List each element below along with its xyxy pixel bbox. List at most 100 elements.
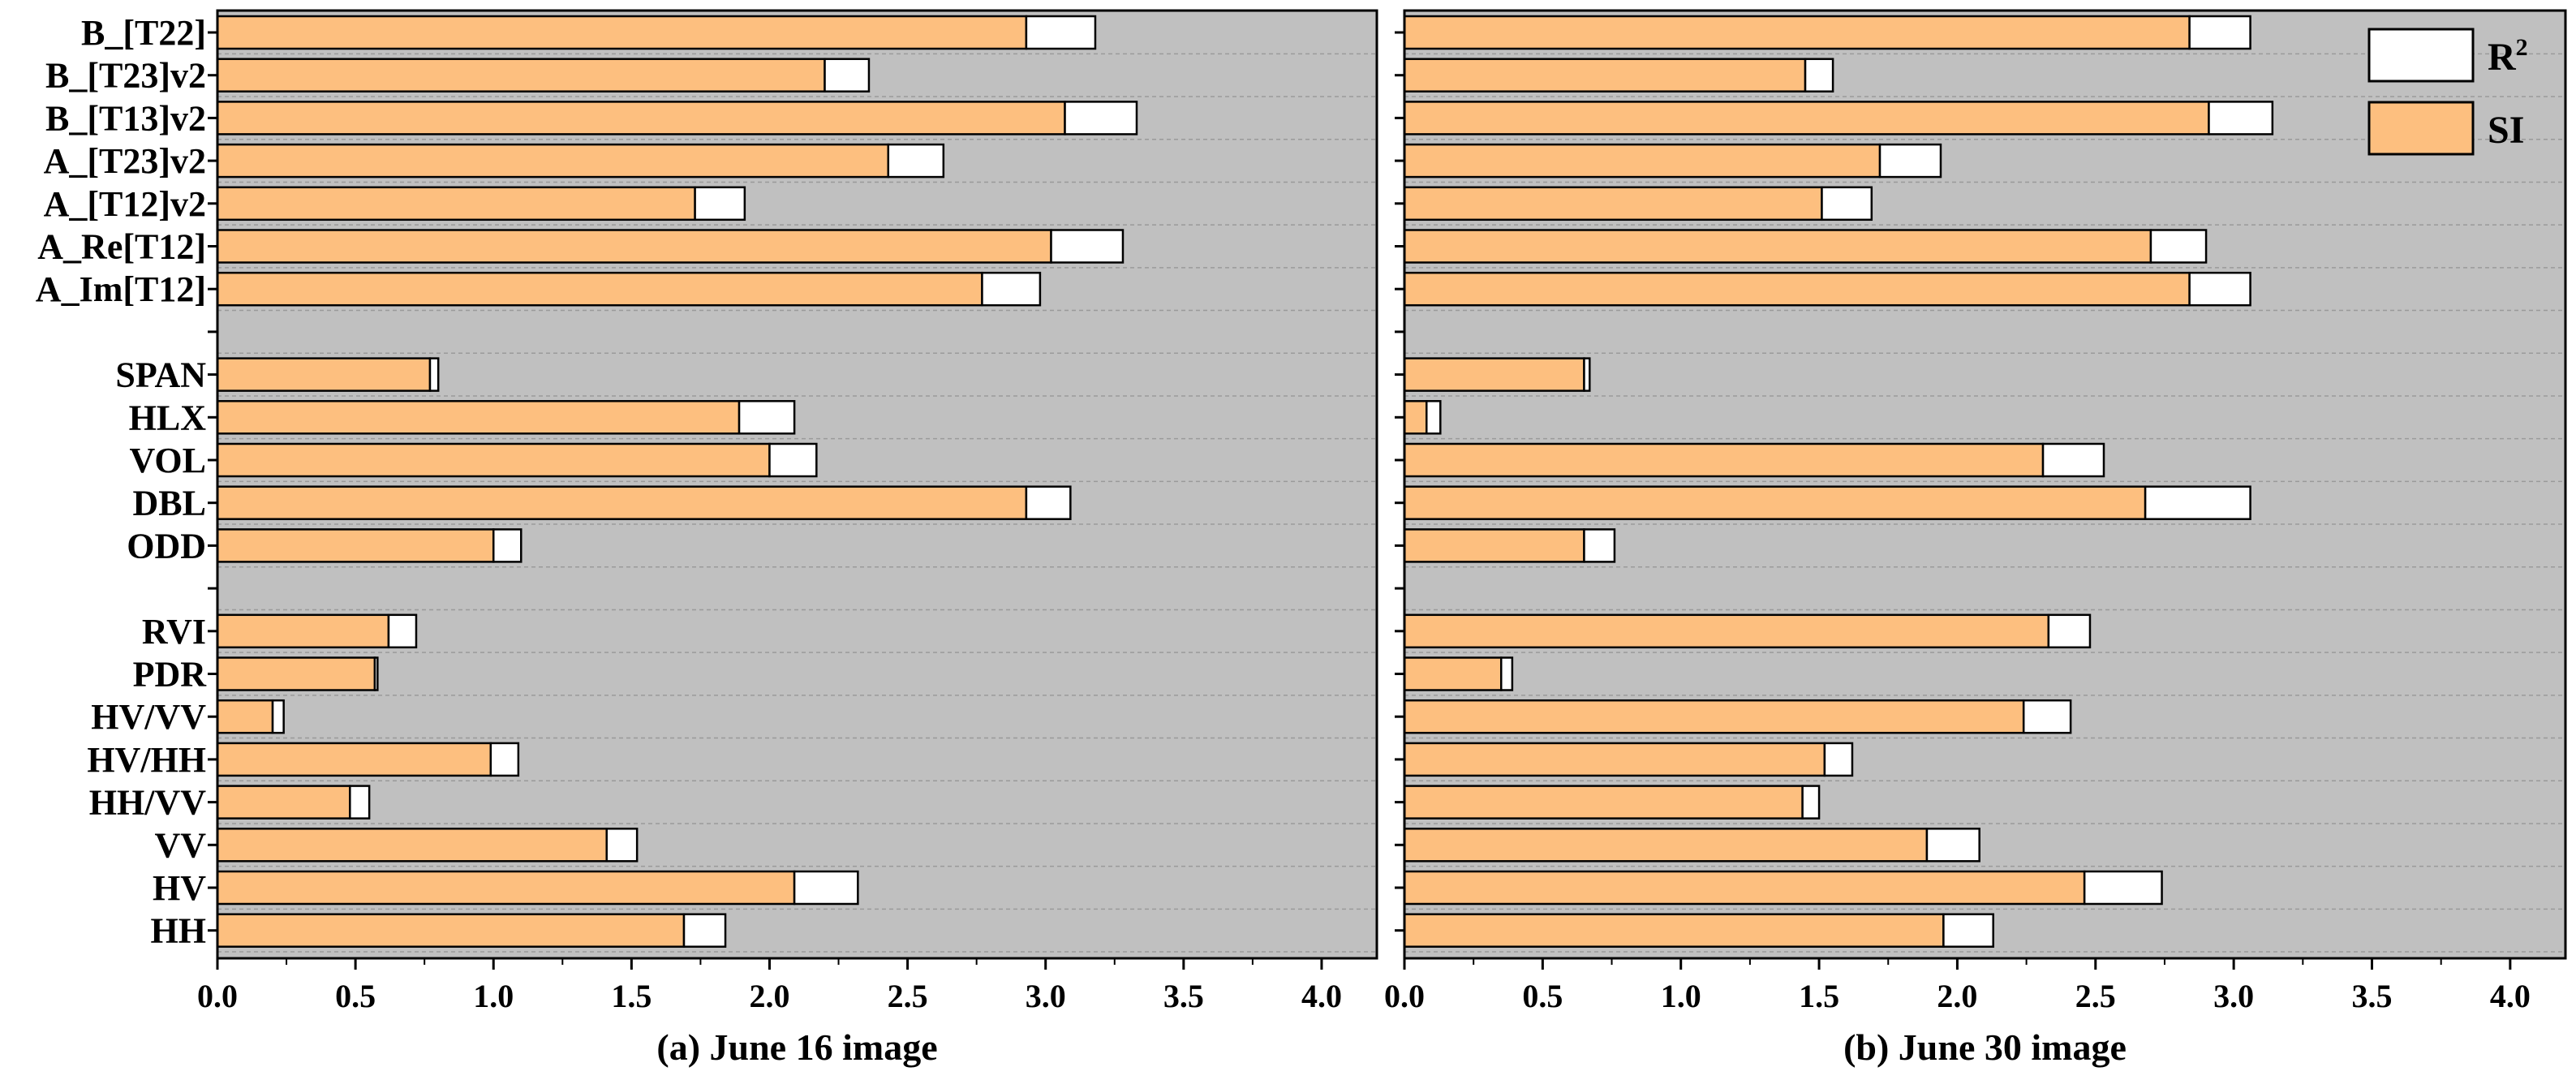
panel-a-bar-r2-hh (682, 913, 727, 948)
panel-b-bar-r2-b-t22 (2188, 15, 2251, 50)
panel-a-bar-si-vol (216, 442, 771, 478)
y-tick-label-b-t13-v2: B_[T13]v2 (45, 98, 206, 138)
panel-a-bar-r2-hlx (738, 400, 796, 435)
panel-b-bar-r2-rvi (2047, 613, 2092, 649)
panel-b-bar-si-span (1403, 357, 1585, 392)
panel-b-bar-si-hv-vv (1403, 699, 2025, 734)
panel-a-bar-si-a-re-t12 (216, 229, 1052, 264)
panel-a-bar-r2-hv (793, 870, 859, 906)
panel-b-bar-si-pdr (1403, 656, 1503, 691)
legend: R2 SI (2367, 28, 2528, 156)
y-tick-label-hv: HV (153, 868, 206, 908)
y-tick-label-rvi: RVI (142, 612, 206, 652)
panel-a-bar-si-hv-hh (216, 742, 492, 777)
panel-b-bar-si-rvi (1403, 613, 2050, 649)
panel-b-bar-si-a-re-t12 (1403, 229, 2152, 264)
panel-a-bar-si-span (216, 357, 432, 392)
panel-a-title: (a) June 16 image (656, 1026, 937, 1068)
panel-b-bar-r2-a-t12-v2 (1821, 186, 1873, 222)
panel-b-bar-r2-hv-hh (1823, 742, 1854, 777)
y-tick-label-hv-hh: HV/HH (87, 740, 206, 780)
panel-b-bar-r2-b-t13-v2 (2208, 101, 2274, 136)
panel-b-bar-r2-a-t23-v2 (1878, 143, 1942, 179)
y-tick-label-hv-vv: HV/VV (91, 697, 206, 737)
panel-a-bar-r2-b-t22 (1025, 15, 1097, 50)
legend-label-r2: R2 (2488, 34, 2528, 79)
panel-b-x-tick-label: 4.0 (2490, 978, 2531, 1014)
panel-a-x-tick-label: 3.0 (1026, 978, 1066, 1014)
panel-a-bar-si-pdr (216, 656, 376, 691)
y-tick-label-b-t23-v2: B_[T23]v2 (45, 56, 206, 96)
panel-a-bar-r2-hv-hh (489, 742, 520, 777)
panel-b-bar-si-a-im-t12 (1403, 271, 2191, 307)
panel-a: B_[T22]B_[T23]v2B_[T13]v2A_[T23]v2A_[T12… (36, 9, 1378, 1068)
panel-a-bar-si-rvi (216, 613, 390, 649)
panel-a-x-tick-label: 2.5 (888, 978, 928, 1014)
y-tick-label-a-t23-v2: A_[T23]v2 (44, 141, 206, 181)
panel-b-bar-si-b-t22 (1403, 15, 2191, 50)
panel-b-bar-si-hv-hh (1403, 742, 1826, 777)
panel-b-bar-r2-vol (2041, 442, 2105, 478)
panel-a-bar-si-dbl (216, 485, 1028, 520)
panel-b-bar-r2-hv-vv (2022, 699, 2072, 734)
panel-a-bar-si-hv-vv (216, 699, 274, 734)
panel-b-title: (b) June 30 image (1843, 1026, 2127, 1068)
y-tick-label-hh-vv: HH/VV (89, 783, 206, 823)
panel-a-bar-si-hh (216, 913, 686, 948)
panel-b-bar-r2-dbl (2144, 485, 2251, 520)
y-tick-label-pdr: PDR (133, 655, 208, 695)
panel-a-x-tick-label: 2.0 (749, 978, 789, 1014)
panel-b-x-tick-label: 2.5 (2075, 978, 2116, 1014)
panel-a-bar-r2-a-t23-v2 (887, 143, 945, 179)
legend-label-si: SI (2488, 109, 2524, 152)
panel-a-x-tick-label: 0.5 (335, 978, 376, 1014)
panel-a-x-tick-label: 4.0 (1301, 978, 1342, 1014)
panel-a-bar-si-a-t23-v2 (216, 143, 890, 179)
panel-b-x-tick-label: 3.5 (2352, 978, 2393, 1014)
panel-a-bar-si-b-t13-v2 (216, 101, 1066, 136)
panel-b-x-tick-label: 0.5 (1522, 978, 1563, 1014)
panel-a-bar-si-b-t23-v2 (216, 58, 826, 93)
panel-b-x-tick-label: 0.0 (1384, 978, 1425, 1014)
panel-b-bar-si-dbl (1403, 485, 2147, 520)
panel-b-frame (1403, 9, 2567, 960)
panel-a-bar-r2-span (428, 357, 440, 392)
panel-a-bar-r2-hv-vv (271, 699, 285, 734)
panel-a-bar-r2-b-t23-v2 (824, 58, 871, 93)
y-tick-label-b-t22: B_[T22] (81, 13, 206, 53)
panel-b-bar-si-a-t12-v2 (1403, 186, 1823, 222)
y-tick-label-odd: ODD (127, 526, 206, 566)
y-tick-label-hlx: HLX (129, 398, 207, 437)
panel-b-x-tick-label: 1.0 (1661, 978, 1701, 1014)
panel-b-bar-r2-a-re-t12 (2149, 229, 2208, 264)
y-tick-label-a-re-t12: A_Re[T12] (37, 227, 206, 267)
panel-a-bar-r2-dbl (1025, 485, 1072, 520)
panel-a-bar-si-vv (216, 828, 608, 863)
panel-b-bar-r2-span (1583, 357, 1591, 392)
panel-b-bar-r2-hh-vv (1801, 785, 1821, 820)
panel-b-bar-r2-hh (1942, 913, 1994, 948)
y-tick-label-a-t12-v2: A_[T12]v2 (44, 184, 206, 224)
panel-b-bar-si-odd (1403, 528, 1585, 563)
panel-a-bar-r2-hh-vv (349, 785, 371, 820)
panel-b-bar-si-hh (1403, 913, 1945, 948)
panel-a-bar-r2-pdr (373, 656, 379, 691)
panel-a-bar-si-odd (216, 528, 495, 563)
panel-a-bar-si-hlx (216, 400, 741, 435)
y-tick-label-vol: VOL (130, 441, 206, 480)
panel-a-bar-r2-odd (492, 528, 523, 563)
panel-b-bar-r2-b-t23-v2 (1804, 58, 1834, 93)
panel-b-bar-r2-vv (1925, 828, 1980, 863)
panel-a-bar-r2-a-im-t12 (981, 271, 1042, 307)
panel-b-x-tick-label: 3.0 (2213, 978, 2254, 1014)
panel-a-bar-r2-b-t13-v2 (1064, 101, 1138, 136)
panel-b-x-tick-label: 1.5 (1799, 978, 1839, 1014)
y-tick-label-a-im-t12: A_Im[T12] (36, 269, 206, 309)
panel-b-x-tick-label: 2.0 (1937, 978, 1977, 1014)
legend-swatch-r2 (2367, 28, 2475, 83)
panel-a-bar-si-hh-vv (216, 785, 351, 820)
panel-b-bar-si-hv (1403, 870, 2086, 906)
panel-b-bar-si-b-t13-v2 (1403, 101, 2210, 136)
panel-a-bar-r2-a-t12-v2 (694, 186, 746, 222)
